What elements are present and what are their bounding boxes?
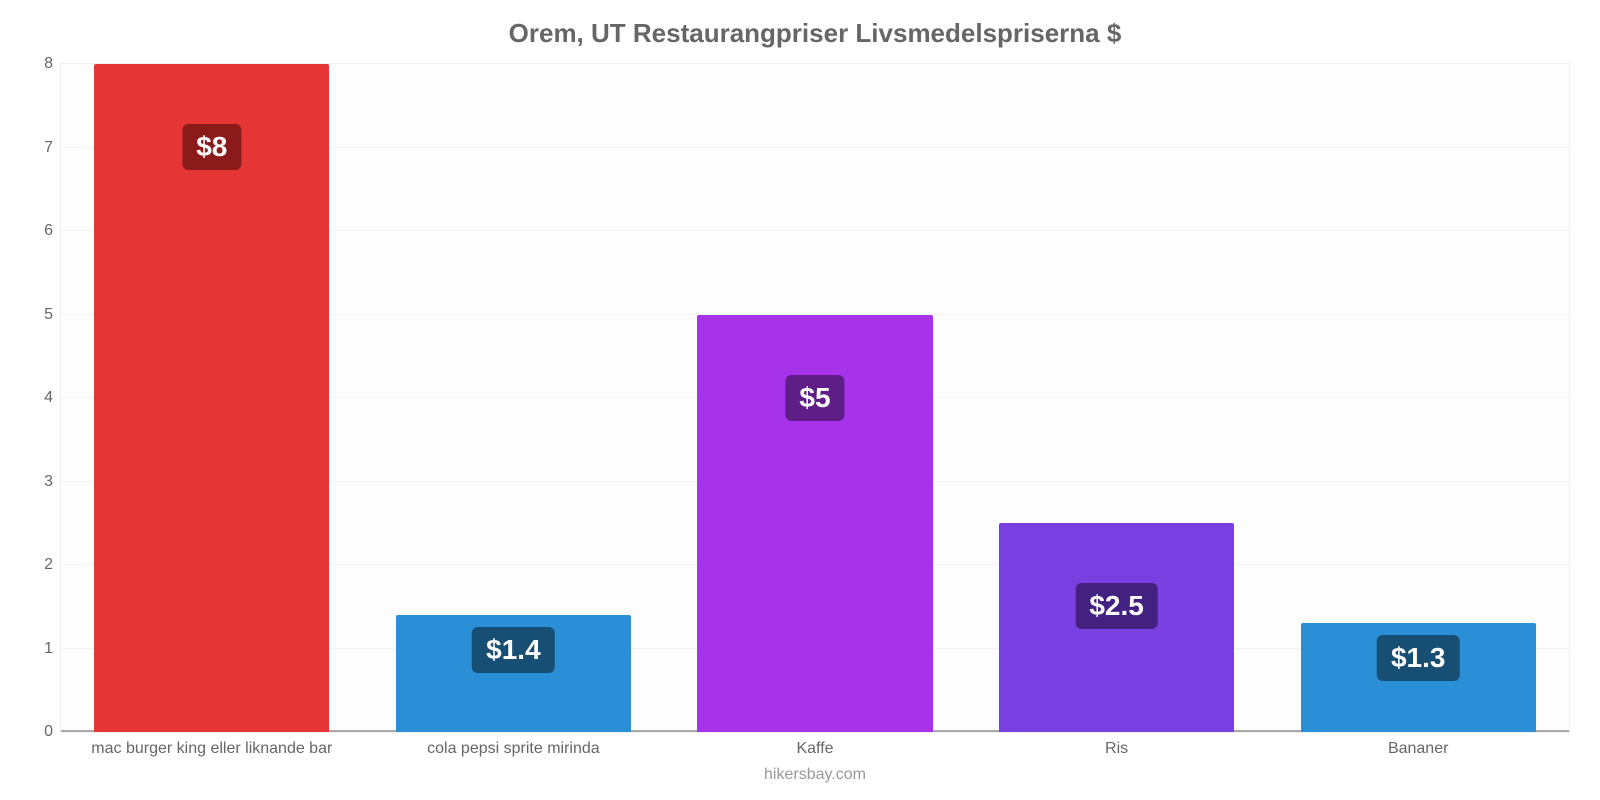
y-tick-label: 3 xyxy=(23,473,53,491)
bar-value-label: $8 xyxy=(182,124,241,170)
plot-area: 012345678$8mac burger king eller liknand… xyxy=(60,63,1570,733)
y-tick-label: 7 xyxy=(23,139,53,157)
bar-value-label: $5 xyxy=(785,375,844,421)
y-tick-label: 1 xyxy=(23,640,53,658)
bar-value-label: $1.4 xyxy=(472,627,555,673)
y-tick-label: 6 xyxy=(23,222,53,240)
x-axis-label: Ris xyxy=(1105,740,1128,758)
bar-value-label: $1.3 xyxy=(1377,635,1460,681)
y-tick-label: 5 xyxy=(23,306,53,324)
x-axis-label: Kaffe xyxy=(796,740,833,758)
y-tick-label: 4 xyxy=(23,389,53,407)
plot-frame: 012345678$8mac burger king eller liknand… xyxy=(60,63,1570,733)
x-axis-label: mac burger king eller liknande bar xyxy=(91,740,332,758)
y-tick-label: 2 xyxy=(23,556,53,574)
chart-credit: hikersbay.com xyxy=(764,766,866,784)
x-axis-label: cola pepsi sprite mirinda xyxy=(427,740,600,758)
chart-title: Orem, UT Restaurangpriser Livsmedelspris… xyxy=(60,10,1570,63)
y-tick-label: 0 xyxy=(23,723,53,741)
y-tick-label: 8 xyxy=(23,55,53,73)
bar-value-label: $2.5 xyxy=(1075,583,1158,629)
x-axis-label: Bananer xyxy=(1388,740,1449,758)
price-chart: Orem, UT Restaurangpriser Livsmedelspris… xyxy=(0,0,1600,800)
